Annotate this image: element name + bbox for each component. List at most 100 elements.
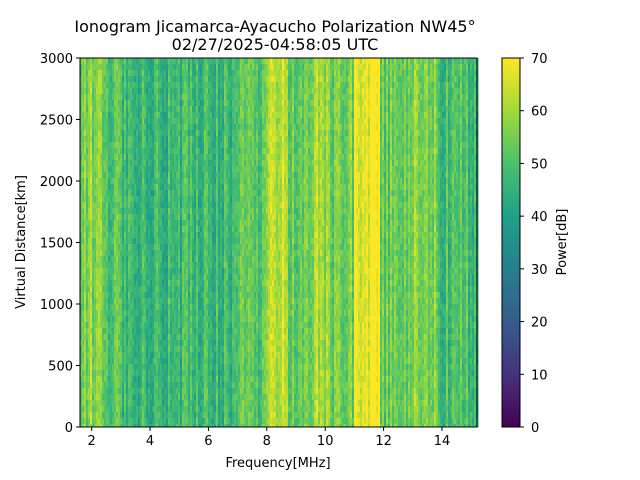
heatmap-cell (88, 256, 91, 263)
heatmap-cell (140, 184, 143, 191)
heatmap-cell (166, 370, 169, 377)
heatmap-cell (114, 160, 117, 167)
heatmap-cell (92, 304, 95, 311)
heatmap-cell (132, 178, 135, 185)
heatmap-cell (160, 124, 163, 131)
heatmap-cell (154, 100, 157, 107)
heatmap-cell (146, 406, 149, 413)
heatmap-cell (82, 202, 85, 209)
heatmap-cell (126, 178, 129, 185)
heatmap-cell (154, 184, 157, 191)
heatmap-cell (126, 250, 129, 257)
heatmap-cell (118, 64, 121, 71)
heatmap-cell (116, 160, 119, 167)
heatmap-cell (196, 172, 199, 179)
heatmap-cell (106, 280, 109, 287)
heatmap-cell (108, 292, 111, 299)
heatmap-cell (162, 328, 165, 335)
heatmap-cell (144, 238, 147, 245)
heatmap-cell (100, 214, 103, 221)
heatmap-cell (144, 220, 147, 227)
heatmap-cell (190, 94, 193, 101)
heatmap-cell (166, 274, 169, 281)
heatmap-cell (158, 292, 161, 299)
heatmap-cell (144, 394, 147, 401)
heatmap-cell (134, 310, 137, 317)
heatmap-cell (174, 238, 177, 245)
heatmap-cell (114, 280, 117, 287)
heatmap-cell (140, 250, 143, 257)
heatmap-cell (158, 142, 161, 149)
heatmap-cell (160, 88, 163, 95)
heatmap-cell (152, 412, 155, 419)
heatmap-cell (164, 376, 167, 383)
heatmap-cell (106, 124, 109, 131)
heatmap-cell (94, 358, 97, 365)
heatmap-cell (114, 112, 117, 119)
heatmap-cell (164, 190, 167, 197)
heatmap-cell (82, 130, 85, 137)
heatmap-cell (162, 160, 165, 167)
heatmap-cell (170, 250, 173, 257)
heatmap-cell (188, 58, 191, 65)
heatmap-cell (94, 328, 97, 335)
heatmap-cell (178, 166, 181, 173)
heatmap-cell (128, 148, 131, 155)
heatmap-cell (172, 118, 175, 125)
heatmap-cell (146, 334, 149, 341)
heatmap-cell (166, 238, 169, 245)
heatmap-cell (164, 64, 167, 71)
heatmap-cell (184, 406, 187, 413)
heatmap-cell (180, 154, 183, 161)
heatmap-cell (158, 58, 161, 65)
heatmap-cell (154, 166, 157, 173)
heatmap-cell (120, 358, 123, 365)
heatmap-cell (166, 280, 169, 287)
heatmap-cell (124, 388, 127, 395)
heatmap-cell (164, 136, 167, 143)
heatmap-cell (196, 118, 199, 125)
heatmap-cell (158, 82, 161, 89)
heatmap-cell (94, 220, 97, 227)
heatmap-cell (122, 328, 125, 335)
heatmap-cell (192, 292, 195, 299)
heatmap-cell (88, 208, 91, 215)
heatmap-cell (116, 382, 119, 389)
heatmap-cell (92, 292, 95, 299)
heatmap-cell (120, 394, 123, 401)
heatmap-cell (192, 412, 195, 419)
heatmap-cell (140, 382, 143, 389)
heatmap-cell (174, 286, 177, 293)
heatmap-cell (156, 274, 159, 281)
heatmap-cell (92, 226, 95, 233)
heatmap-cell (128, 160, 131, 167)
heatmap-cell (98, 268, 101, 275)
heatmap-cell (128, 214, 131, 221)
heatmap-cell (88, 310, 91, 317)
heatmap-cell (160, 208, 163, 215)
heatmap-cell (192, 334, 195, 341)
heatmap-cell (146, 262, 149, 269)
heatmap-cell (192, 256, 195, 263)
heatmap-cell (186, 418, 189, 425)
heatmap-cell (140, 280, 143, 287)
heatmap-cell (154, 58, 157, 65)
heatmap-cell (104, 160, 107, 167)
heatmap-cell (160, 178, 163, 185)
heatmap-cell (184, 88, 187, 95)
heatmap-cell (166, 286, 169, 293)
heatmap-cell (82, 376, 85, 383)
heatmap-cell (134, 376, 137, 383)
heatmap-cell (92, 322, 95, 329)
heatmap-cell (110, 406, 113, 413)
heatmap-cell (152, 160, 155, 167)
heatmap-cell (92, 334, 95, 341)
heatmap-cell (108, 118, 111, 125)
heatmap-cell (136, 232, 139, 239)
heatmap-cell (86, 112, 89, 119)
heatmap-cell (142, 334, 145, 341)
heatmap-cell (136, 334, 139, 341)
heatmap-cell (88, 322, 91, 329)
heatmap-cell (140, 340, 143, 347)
heatmap-cell (90, 388, 93, 395)
